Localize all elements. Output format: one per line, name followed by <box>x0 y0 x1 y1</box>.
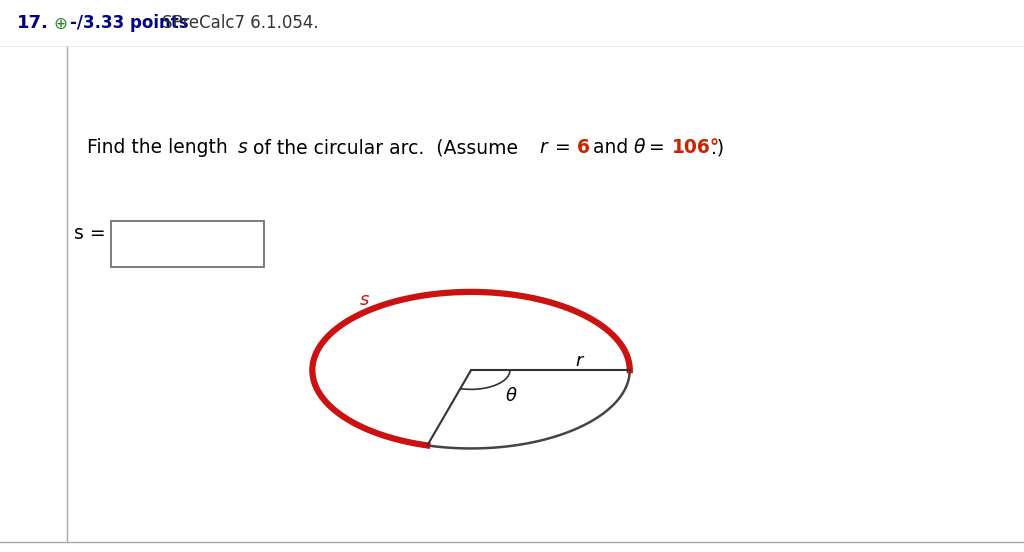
Text: θ: θ <box>506 388 516 405</box>
Text: ⊕: ⊕ <box>53 14 68 33</box>
Text: =: = <box>643 139 671 157</box>
Text: r: r <box>540 139 547 157</box>
Text: s: s <box>359 291 369 309</box>
Bar <box>111 221 264 267</box>
Text: SPreCalc7 6.1.054.: SPreCalc7 6.1.054. <box>162 14 318 33</box>
Text: Find the length: Find the length <box>87 139 233 157</box>
Text: -/3.33 points: -/3.33 points <box>70 14 188 33</box>
Text: s: s <box>238 139 248 157</box>
Text: 17.: 17. <box>17 14 49 33</box>
Text: =: = <box>549 139 577 157</box>
Text: 106°: 106° <box>672 139 720 157</box>
Text: of the circular arc.  (Assume: of the circular arc. (Assume <box>247 139 524 157</box>
Text: 6: 6 <box>577 139 590 157</box>
Text: s =: s = <box>74 224 105 243</box>
Text: and: and <box>587 139 634 157</box>
Text: r: r <box>575 352 583 370</box>
Text: θ: θ <box>634 139 645 157</box>
Text: .): .) <box>711 139 724 157</box>
